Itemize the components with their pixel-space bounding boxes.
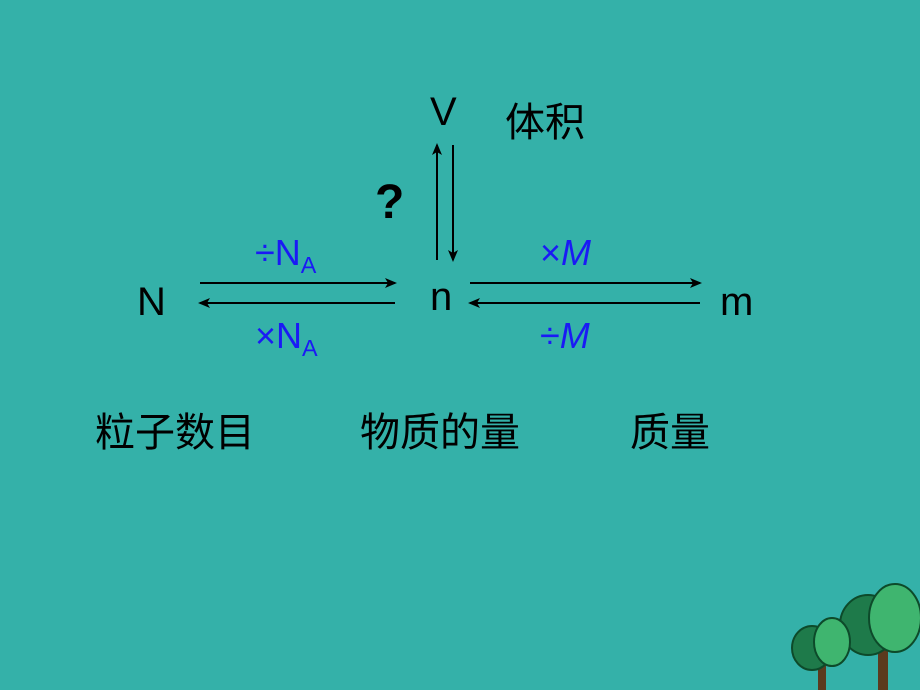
label-mass: 质量 bbox=[630, 400, 710, 458]
question-mark: ? bbox=[375, 175, 404, 230]
op-mul-NA: ×NA bbox=[255, 315, 318, 362]
label-volume: 体积 bbox=[505, 90, 585, 148]
tree-icon bbox=[760, 570, 920, 690]
op-mul-NA-sub: A bbox=[302, 335, 318, 361]
op-div-NA-prefix: ÷N bbox=[255, 232, 301, 273]
tree-right bbox=[840, 584, 920, 690]
op-mul-M-prefix: × bbox=[540, 232, 561, 273]
symbol-n: n bbox=[430, 275, 452, 320]
symbol-N: N bbox=[137, 280, 166, 325]
symbol-m: m bbox=[720, 280, 753, 325]
symbol-V: V bbox=[430, 90, 457, 135]
op-mul-M-ital: M bbox=[561, 232, 591, 273]
diagram-stage: V 体积 ? N n m ÷NA ×NA ×M ÷M 粒子数目 物质的量 质量 bbox=[0, 0, 920, 690]
op-div-M: ÷M bbox=[540, 315, 590, 357]
op-mul-M: ×M bbox=[540, 232, 591, 274]
op-div-M-ital: M bbox=[560, 315, 590, 356]
op-mul-NA-prefix: ×N bbox=[255, 315, 302, 356]
op-div-NA-sub: A bbox=[301, 252, 317, 278]
op-div-M-prefix: ÷ bbox=[540, 315, 560, 356]
op-div-NA: ÷NA bbox=[255, 232, 316, 279]
tree-left bbox=[792, 618, 850, 690]
label-amount: 物质的量 bbox=[360, 400, 520, 458]
label-particles: 粒子数目 bbox=[95, 400, 255, 458]
